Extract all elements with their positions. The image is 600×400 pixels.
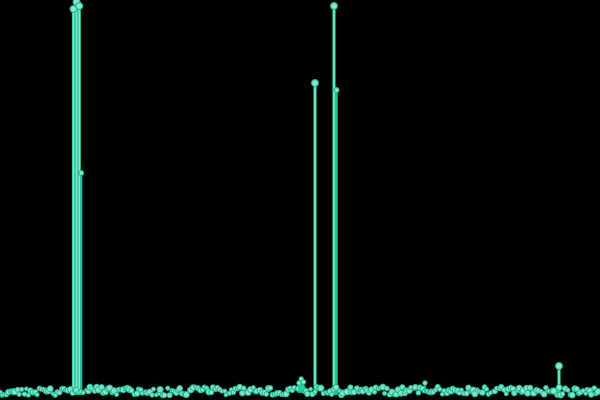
baseline-noise-marker [241,385,247,392]
baseline-noise-marker [312,389,318,395]
baseline-noise-marker [208,389,215,396]
baseline-noise-marker [161,392,168,399]
baseline-noise-marker [18,386,25,392]
baseline-noise-marker [329,391,335,397]
baseline-noise-marker [381,390,388,396]
baseline-noise-marker [16,391,22,397]
baseline-noise-marker [267,385,274,391]
baseline-noise-marker [128,387,135,394]
baseline-noise-marker [594,387,600,396]
baseline-noise-marker [304,390,311,398]
baseline-noise-marker [46,385,54,393]
peak-apex-marker [554,362,563,371]
baseline-noise-marker [317,384,325,392]
baseline-noise-marker [149,392,155,398]
baseline-noise-marker [98,384,105,391]
baseline-noise-marker [483,386,490,392]
baseline-noise-marker [526,384,534,392]
peak-apex-marker [333,86,340,93]
baseline-noise-marker [34,392,40,398]
baseline-noise-marker [165,385,171,391]
baseline-noise-marker [156,385,164,394]
baseline-noise-marker [176,384,184,392]
baseline-noise-marker [463,390,470,397]
baseline-noise-marker [565,387,571,393]
baseline-noise-marker [371,389,378,395]
baseline-noise-marker [384,385,390,392]
baseline-noise-marker [568,391,576,399]
peak-apex-marker [330,1,339,11]
baseline-noise-marker [166,392,173,399]
baseline-noise-marker [559,391,566,397]
minor-peak-marker [422,380,428,386]
baseline-noise-marker [479,389,486,396]
baseline-noise-marker [437,386,443,392]
baseline-noise-marker [399,384,406,391]
baseline-noise-marker [588,391,595,398]
baseline-noise-marker [555,384,563,392]
baseline-noise-marker [150,386,157,392]
baseline-noise-marker [114,391,120,398]
baseline-noise-marker [332,384,340,391]
baseline-noise-marker [550,387,558,395]
baseline-noise-marker [263,391,270,397]
minor-peak-marker [300,379,307,385]
peak-apex-marker [78,170,85,177]
baseline-noise-marker [524,389,532,397]
baseline-noise-marker [308,386,314,392]
peak-apex-marker [75,1,84,11]
baseline-noise-marker [503,391,509,397]
baseline-noise-marker [239,389,246,397]
baseline-noise-marker [182,391,190,399]
peak-apex-marker [311,78,320,87]
baseline-noise-marker [540,390,548,398]
baseline-noise-marker [415,389,422,396]
